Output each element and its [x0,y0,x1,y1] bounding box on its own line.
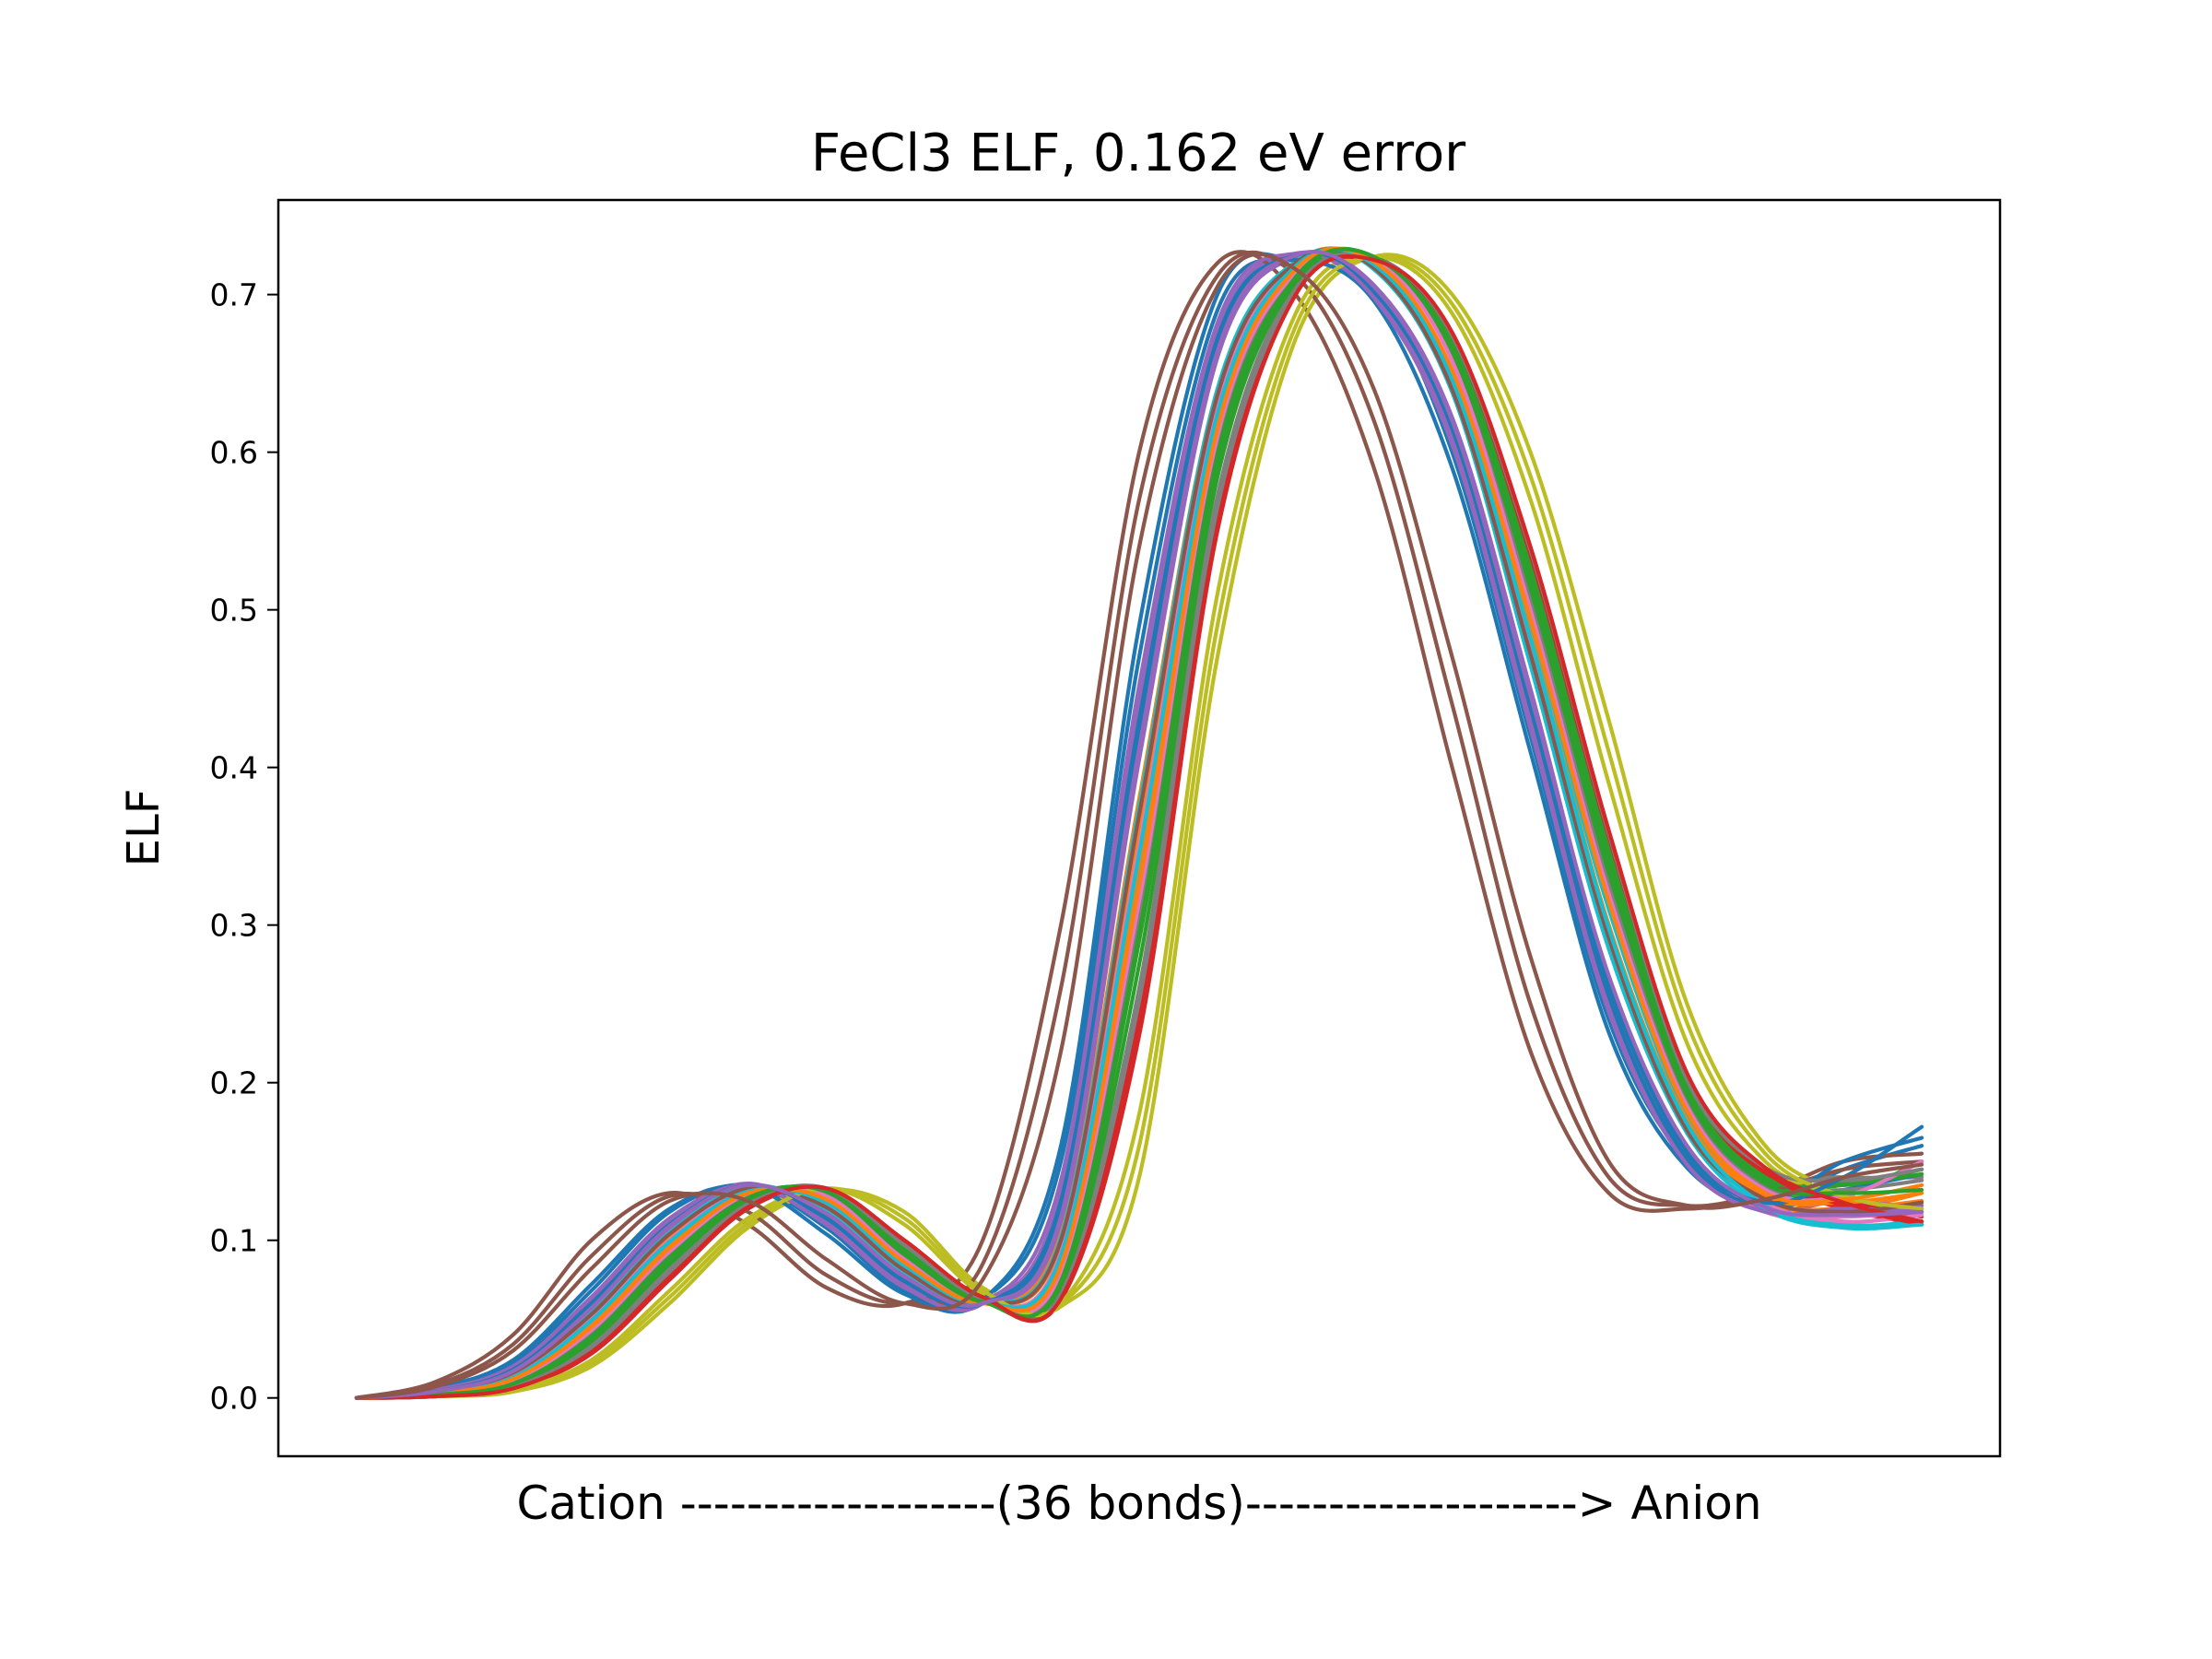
series-line-30 [354,247,1924,1400]
series-line-21 [354,252,1924,1400]
y-tick-label: 0.3 [210,908,258,944]
y-axis-ticks: 0.0 0.1 0.2 0.3 0.4 0.5 0.6 0.7 [210,277,278,1417]
y-axis-label: ELF [118,789,170,867]
series-line-19 [354,254,1924,1400]
series-line-6 [354,250,1924,1400]
y-tick-label: 0.2 [210,1065,258,1101]
series-line-34 [354,253,1924,1400]
y-tick-label: 0.6 [210,435,258,471]
series-line-29 [354,253,1924,1400]
y-tick-label: 0.5 [210,593,258,629]
series-line-27 [354,247,1924,1400]
plot-area [354,246,1924,1400]
y-tick-label: 0.4 [210,750,258,786]
axes-frame [276,198,2002,1458]
y-tick-label: 0.1 [210,1223,258,1259]
x-axis-label: Cation -------------------(36 bonds)----… [516,1477,1761,1530]
series-line-36 [354,252,1924,1400]
series-line-16 [354,250,1924,1400]
series-line-1 [354,255,1924,1400]
chart-title: FeCl3 ELF, 0.162 eV error [811,124,1466,183]
series-line-33 [354,247,1924,1400]
series-line-9 [354,253,1924,1400]
series-line-35 [354,250,1924,1400]
series-line-32 [354,246,1924,1400]
series-line-26 [354,247,1924,1400]
y-tick-label: 0.0 [210,1381,258,1417]
series-line-5 [354,250,1924,1400]
series-line-25 [354,251,1924,1400]
series-line-23 [354,248,1924,1400]
y-tick-label: 0.7 [210,277,258,313]
